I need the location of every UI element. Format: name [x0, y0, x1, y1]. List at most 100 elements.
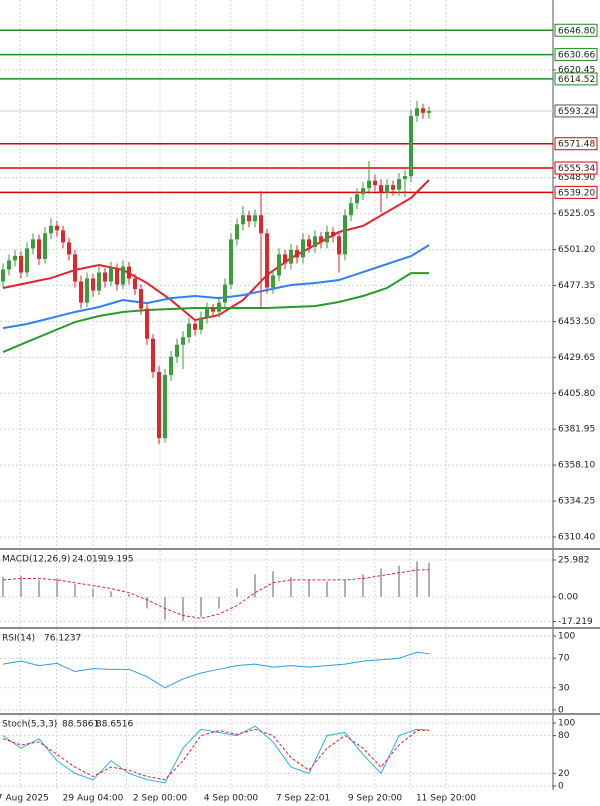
candle-body	[133, 278, 137, 290]
candle-body	[79, 281, 83, 303]
y-tick-label: 0	[558, 706, 564, 716]
candle-body	[13, 255, 17, 261]
candle-body	[85, 278, 89, 303]
y-tick-label: 6334.25	[558, 497, 595, 507]
y-tick-label: 70	[558, 654, 570, 664]
last-price-box	[554, 104, 598, 118]
candle-body	[355, 194, 359, 204]
candle-body	[415, 108, 419, 116]
y-tick-label: -17.219	[558, 617, 593, 627]
y-tick-label: 80	[558, 731, 570, 741]
candle-body	[427, 110, 431, 113]
candle-body	[247, 215, 251, 222]
candle-body	[379, 185, 383, 193]
candle-body	[91, 278, 95, 291]
y-tick-label: 6358.10	[558, 461, 595, 471]
candle-body	[295, 249, 299, 258]
candle-body	[229, 239, 233, 285]
y-tick-label: 6453.50	[558, 317, 595, 327]
x-tick-label: 4 Sep 00:00	[204, 794, 259, 804]
candle-body	[175, 344, 179, 357]
candle-body	[145, 308, 149, 339]
candle-body	[37, 239, 41, 259]
y-tick-label: 0.00	[558, 592, 578, 602]
y-tick-label: 6525.05	[558, 209, 595, 219]
candle-body	[373, 180, 377, 186]
panel-value: 88.5861	[62, 720, 99, 730]
candle-body	[163, 374, 167, 439]
candle-body	[289, 249, 293, 264]
candle-body	[55, 225, 59, 231]
candle-body	[31, 239, 35, 249]
candle-body	[391, 185, 395, 190]
candle-body	[241, 215, 245, 225]
y-tick-label: 6381.95	[558, 425, 595, 435]
candle-body	[253, 215, 257, 222]
candle-body	[19, 255, 23, 273]
panel-separator	[0, 627, 600, 629]
candle-body	[205, 308, 209, 318]
candle-body	[151, 338, 155, 372]
candle-body	[325, 231, 329, 243]
level-label: 6571.48	[558, 140, 595, 150]
level-label-box	[554, 161, 598, 175]
candle-body	[49, 225, 53, 234]
candle-body	[421, 108, 425, 113]
panel-value: 76.1237	[44, 634, 81, 644]
panel-title: Stoch(5,3,3)	[2, 720, 57, 730]
candle-body	[25, 248, 29, 273]
candle-body	[187, 323, 191, 338]
candle-body	[181, 337, 185, 345]
candle-body	[397, 179, 401, 190]
level-label: 6614.52	[558, 75, 595, 85]
y-tick-label: 6310.40	[558, 533, 595, 543]
panel-title: RSI(14)	[2, 634, 35, 644]
candle-body	[235, 224, 239, 240]
candle-body	[319, 236, 323, 243]
candle-body	[223, 284, 227, 303]
candle-body	[265, 233, 269, 288]
y-tick-label: 25.982	[558, 555, 590, 565]
candle-body	[307, 239, 311, 247]
x-tick-label: 11 Sep 20:00	[416, 794, 476, 804]
candle-body	[199, 317, 203, 330]
candle-body	[301, 239, 305, 258]
candle-body	[127, 266, 131, 279]
y-tick-label: 30	[558, 683, 570, 693]
panel-value: 24.019	[72, 555, 104, 565]
panel-separator	[0, 713, 600, 715]
candle-body	[169, 356, 173, 375]
candle-body	[43, 233, 47, 259]
panel-value: 19.195	[102, 555, 134, 565]
candle-body	[259, 215, 263, 234]
y-tick-label: 100	[558, 719, 575, 729]
level-label-box	[554, 23, 598, 37]
candle-body	[349, 203, 353, 216]
candle-body	[331, 231, 335, 237]
candle-body	[121, 266, 125, 285]
candle-body	[313, 236, 317, 247]
x-tick-label: 2 Sep 00:00	[133, 794, 188, 804]
y-tick-label: 6620.45	[558, 65, 595, 75]
candle-body	[367, 180, 371, 189]
level-label-box	[554, 137, 598, 151]
y-tick-label: 6548.90	[558, 173, 595, 183]
signal-line	[2, 569, 430, 619]
candle-body	[193, 323, 197, 330]
candle-body	[157, 371, 161, 439]
candle-body	[109, 267, 113, 282]
level-label-box	[554, 72, 598, 86]
indicator-line	[2, 728, 430, 781]
panel-separator	[0, 548, 600, 550]
candle-body	[1, 269, 5, 282]
candle-body	[409, 115, 413, 177]
y-tick-label: 6405.80	[558, 389, 595, 399]
candle-body	[385, 185, 389, 193]
level-label-box	[554, 185, 598, 199]
indicator-line	[2, 651, 430, 689]
panel-value: 88.6516	[96, 720, 133, 730]
y-tick-label: 20	[558, 769, 570, 779]
candle-body	[343, 215, 347, 255]
